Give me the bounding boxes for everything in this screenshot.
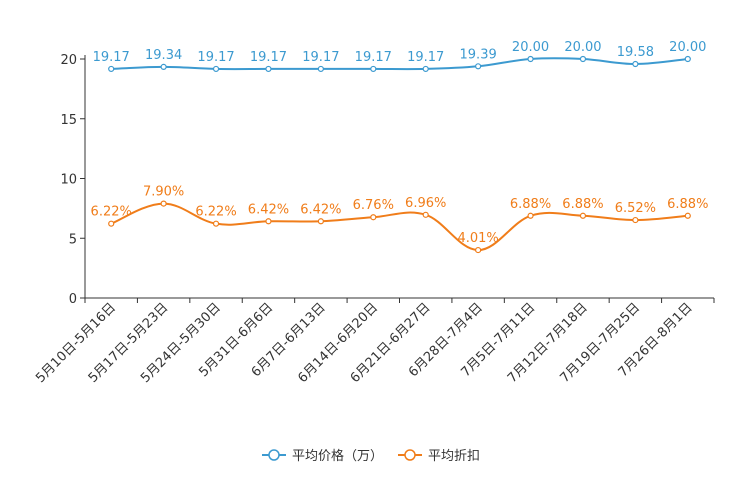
data-label: 6.96% bbox=[405, 196, 446, 211]
data-label: 6.42% bbox=[248, 202, 289, 217]
data-point bbox=[632, 60, 639, 68]
data-label: 7.90% bbox=[143, 185, 184, 200]
data-point bbox=[370, 65, 377, 73]
y-tick-label: 15 bbox=[60, 113, 77, 128]
data-label: 6.88% bbox=[562, 197, 603, 212]
data-label: 19.17 bbox=[250, 50, 287, 65]
series-line-0 bbox=[111, 57, 688, 71]
data-label: 19.17 bbox=[355, 50, 392, 65]
data-label: 6.88% bbox=[510, 197, 551, 212]
legend[interactable]: 平均价格（万） 平均折扣 bbox=[262, 448, 480, 464]
data-label: 6.52% bbox=[615, 201, 656, 216]
y-tick-label: 20 bbox=[60, 53, 77, 68]
legend-label: 平均折扣 bbox=[428, 449, 480, 464]
data-point bbox=[684, 212, 691, 219]
data-label: 6.88% bbox=[667, 197, 708, 212]
data-label: 20.00 bbox=[564, 40, 601, 55]
data-point bbox=[370, 214, 377, 221]
y-tick-label: 0 bbox=[69, 292, 77, 307]
data-point bbox=[212, 220, 220, 227]
data-label: 19.58 bbox=[617, 45, 654, 60]
legend-label: 平均价格（万） bbox=[292, 448, 383, 464]
data-point bbox=[579, 55, 587, 63]
data-point bbox=[108, 65, 115, 73]
y-tick-label: 10 bbox=[60, 173, 77, 188]
data-point bbox=[317, 65, 324, 73]
data-label: 19.34 bbox=[145, 48, 182, 63]
data-point bbox=[160, 200, 167, 207]
data-point bbox=[579, 212, 587, 219]
data-point bbox=[317, 218, 324, 225]
data-label: 6.22% bbox=[91, 205, 132, 220]
data-label: 4.01% bbox=[457, 231, 498, 246]
data-label: 6.42% bbox=[300, 202, 341, 217]
data-point bbox=[684, 55, 691, 63]
data-point bbox=[422, 65, 429, 73]
data-labels: 19.17 19.34 19.17 19.17 19.17 19.17 19.17 19.39… bbox=[91, 40, 709, 246]
data-point bbox=[108, 220, 115, 227]
legend-item-0[interactable]: 平均价格（万） bbox=[262, 448, 383, 464]
data-label: 20.00 bbox=[512, 40, 549, 55]
series-layer bbox=[108, 55, 691, 254]
data-point bbox=[475, 246, 482, 254]
data-point bbox=[212, 65, 220, 73]
legend-item-1[interactable]: 平均折扣 bbox=[398, 449, 480, 464]
data-point bbox=[422, 211, 429, 218]
data-label: 6.22% bbox=[195, 205, 236, 220]
data-point bbox=[475, 63, 482, 70]
data-point bbox=[527, 55, 534, 63]
data-point bbox=[527, 212, 534, 219]
data-point bbox=[632, 216, 639, 224]
legend-marker-icon bbox=[404, 449, 416, 461]
data-point bbox=[265, 65, 272, 73]
data-label: 19.17 bbox=[93, 50, 130, 65]
y-tick-label: 5 bbox=[69, 232, 77, 247]
data-label: 19.17 bbox=[302, 50, 339, 65]
data-label: 19.39 bbox=[460, 47, 497, 62]
data-label: 20.00 bbox=[669, 40, 706, 55]
data-label: 19.17 bbox=[197, 50, 234, 65]
data-label: 19.17 bbox=[407, 50, 444, 65]
data-point bbox=[160, 63, 167, 70]
data-label: 6.76% bbox=[353, 198, 394, 213]
data-point bbox=[265, 218, 272, 225]
legend-marker-icon bbox=[268, 449, 280, 461]
